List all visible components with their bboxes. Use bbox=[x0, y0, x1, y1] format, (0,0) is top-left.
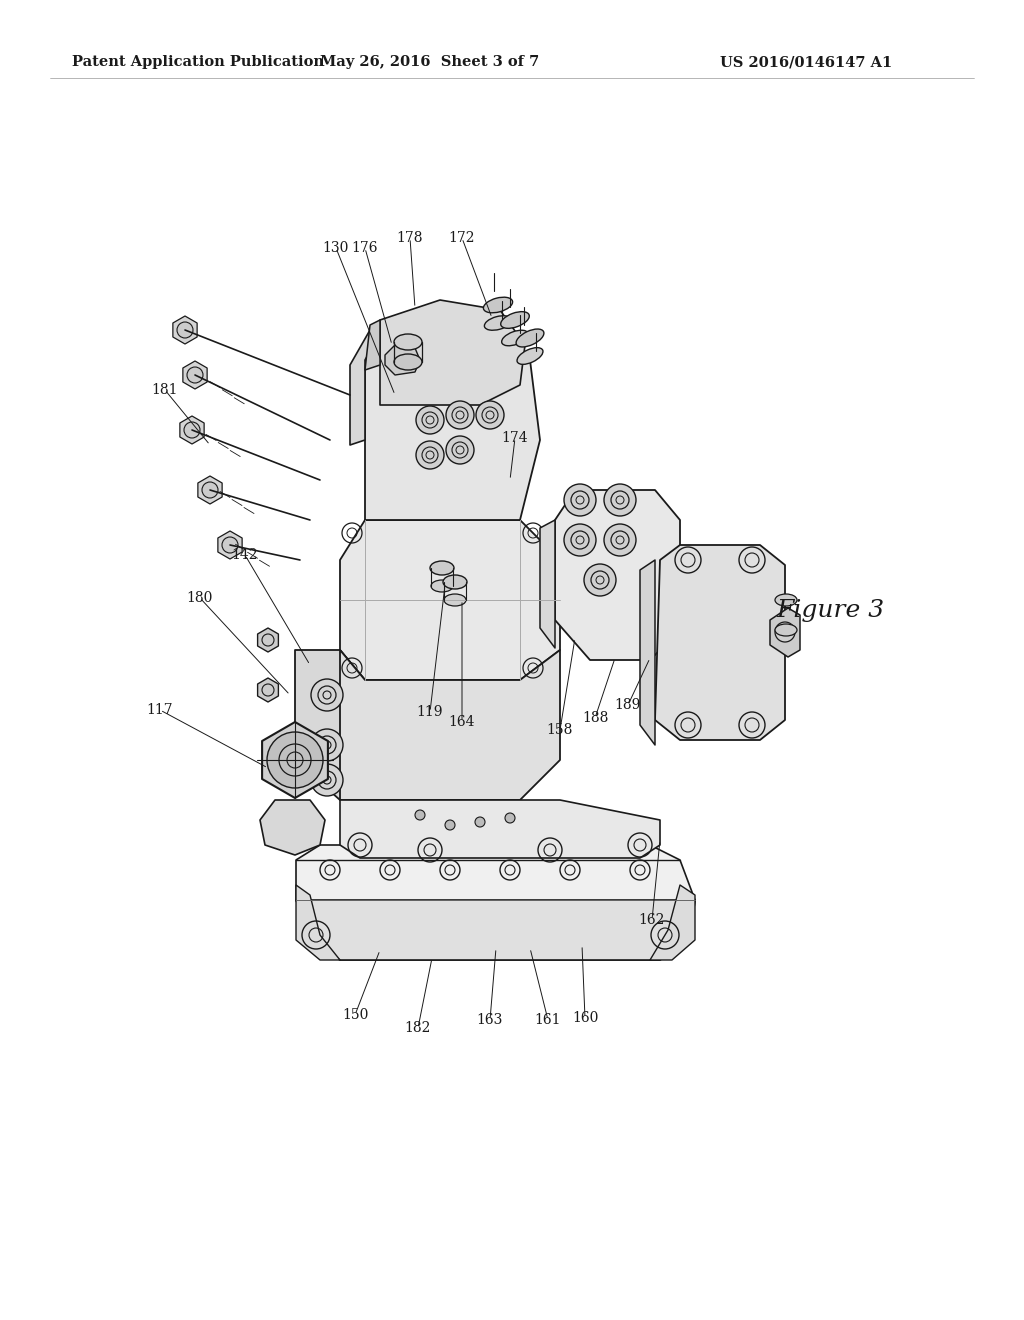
Circle shape bbox=[564, 484, 596, 516]
Text: 163: 163 bbox=[477, 1012, 503, 1027]
Text: 117: 117 bbox=[146, 704, 173, 717]
Polygon shape bbox=[350, 325, 385, 445]
Circle shape bbox=[775, 622, 795, 642]
Circle shape bbox=[311, 764, 343, 796]
Circle shape bbox=[475, 817, 485, 828]
Polygon shape bbox=[655, 545, 785, 741]
Ellipse shape bbox=[517, 347, 543, 364]
Text: 182: 182 bbox=[404, 1020, 431, 1035]
Polygon shape bbox=[218, 531, 242, 558]
Ellipse shape bbox=[394, 354, 422, 370]
Text: 119: 119 bbox=[417, 705, 443, 719]
Circle shape bbox=[446, 401, 474, 429]
Polygon shape bbox=[173, 315, 198, 345]
Text: 164: 164 bbox=[449, 715, 475, 729]
Text: 189: 189 bbox=[614, 698, 641, 711]
Polygon shape bbox=[260, 800, 325, 855]
Circle shape bbox=[267, 733, 323, 788]
Circle shape bbox=[416, 407, 444, 434]
Polygon shape bbox=[262, 722, 328, 799]
Ellipse shape bbox=[431, 579, 453, 591]
Circle shape bbox=[184, 422, 200, 438]
Polygon shape bbox=[650, 884, 695, 960]
Circle shape bbox=[222, 537, 238, 553]
Text: 142: 142 bbox=[231, 548, 258, 562]
Circle shape bbox=[446, 436, 474, 465]
Circle shape bbox=[604, 484, 636, 516]
Circle shape bbox=[202, 482, 218, 498]
Circle shape bbox=[476, 401, 504, 429]
Ellipse shape bbox=[501, 312, 529, 329]
Polygon shape bbox=[385, 345, 420, 375]
Circle shape bbox=[187, 367, 203, 383]
Text: 172: 172 bbox=[449, 231, 475, 246]
Polygon shape bbox=[295, 649, 365, 800]
Circle shape bbox=[584, 564, 616, 597]
Polygon shape bbox=[540, 520, 555, 648]
Polygon shape bbox=[365, 330, 540, 520]
Circle shape bbox=[604, 524, 636, 556]
Polygon shape bbox=[198, 477, 222, 504]
Circle shape bbox=[416, 441, 444, 469]
Ellipse shape bbox=[775, 624, 797, 636]
Ellipse shape bbox=[430, 561, 454, 576]
Text: 158: 158 bbox=[547, 723, 573, 737]
Circle shape bbox=[445, 820, 455, 830]
Text: Figure 3: Figure 3 bbox=[776, 598, 884, 622]
Ellipse shape bbox=[483, 297, 513, 313]
Polygon shape bbox=[380, 300, 525, 405]
Polygon shape bbox=[555, 490, 680, 660]
Text: 181: 181 bbox=[152, 383, 178, 397]
Circle shape bbox=[505, 813, 515, 822]
Text: May 26, 2016  Sheet 3 of 7: May 26, 2016 Sheet 3 of 7 bbox=[321, 55, 540, 69]
Polygon shape bbox=[340, 649, 560, 800]
Polygon shape bbox=[770, 609, 800, 657]
Ellipse shape bbox=[502, 330, 528, 346]
Polygon shape bbox=[258, 678, 279, 702]
Text: 150: 150 bbox=[342, 1008, 369, 1022]
Ellipse shape bbox=[444, 594, 466, 606]
Text: 130: 130 bbox=[323, 242, 349, 255]
Circle shape bbox=[564, 524, 596, 556]
Text: US 2016/0146147 A1: US 2016/0146147 A1 bbox=[720, 55, 892, 69]
Circle shape bbox=[311, 678, 343, 711]
Text: 188: 188 bbox=[582, 711, 608, 725]
Polygon shape bbox=[180, 416, 204, 444]
Ellipse shape bbox=[394, 334, 422, 350]
Circle shape bbox=[415, 810, 425, 820]
Text: 176: 176 bbox=[352, 242, 378, 255]
Text: 160: 160 bbox=[571, 1011, 598, 1026]
Circle shape bbox=[311, 729, 343, 762]
Text: 162: 162 bbox=[639, 913, 666, 927]
Polygon shape bbox=[365, 319, 380, 370]
Text: 161: 161 bbox=[535, 1012, 561, 1027]
Text: 174: 174 bbox=[502, 432, 528, 445]
Polygon shape bbox=[340, 800, 660, 858]
Text: 178: 178 bbox=[396, 231, 423, 246]
Ellipse shape bbox=[443, 576, 467, 589]
Polygon shape bbox=[296, 900, 695, 960]
Text: 180: 180 bbox=[186, 591, 213, 605]
Polygon shape bbox=[340, 520, 560, 680]
Ellipse shape bbox=[516, 329, 544, 347]
Ellipse shape bbox=[484, 315, 512, 330]
Polygon shape bbox=[183, 360, 207, 389]
Text: Patent Application Publication: Patent Application Publication bbox=[72, 55, 324, 69]
Ellipse shape bbox=[775, 594, 797, 606]
Polygon shape bbox=[296, 884, 340, 960]
Polygon shape bbox=[258, 628, 279, 652]
Polygon shape bbox=[296, 845, 695, 960]
Polygon shape bbox=[640, 560, 655, 744]
Circle shape bbox=[177, 322, 193, 338]
